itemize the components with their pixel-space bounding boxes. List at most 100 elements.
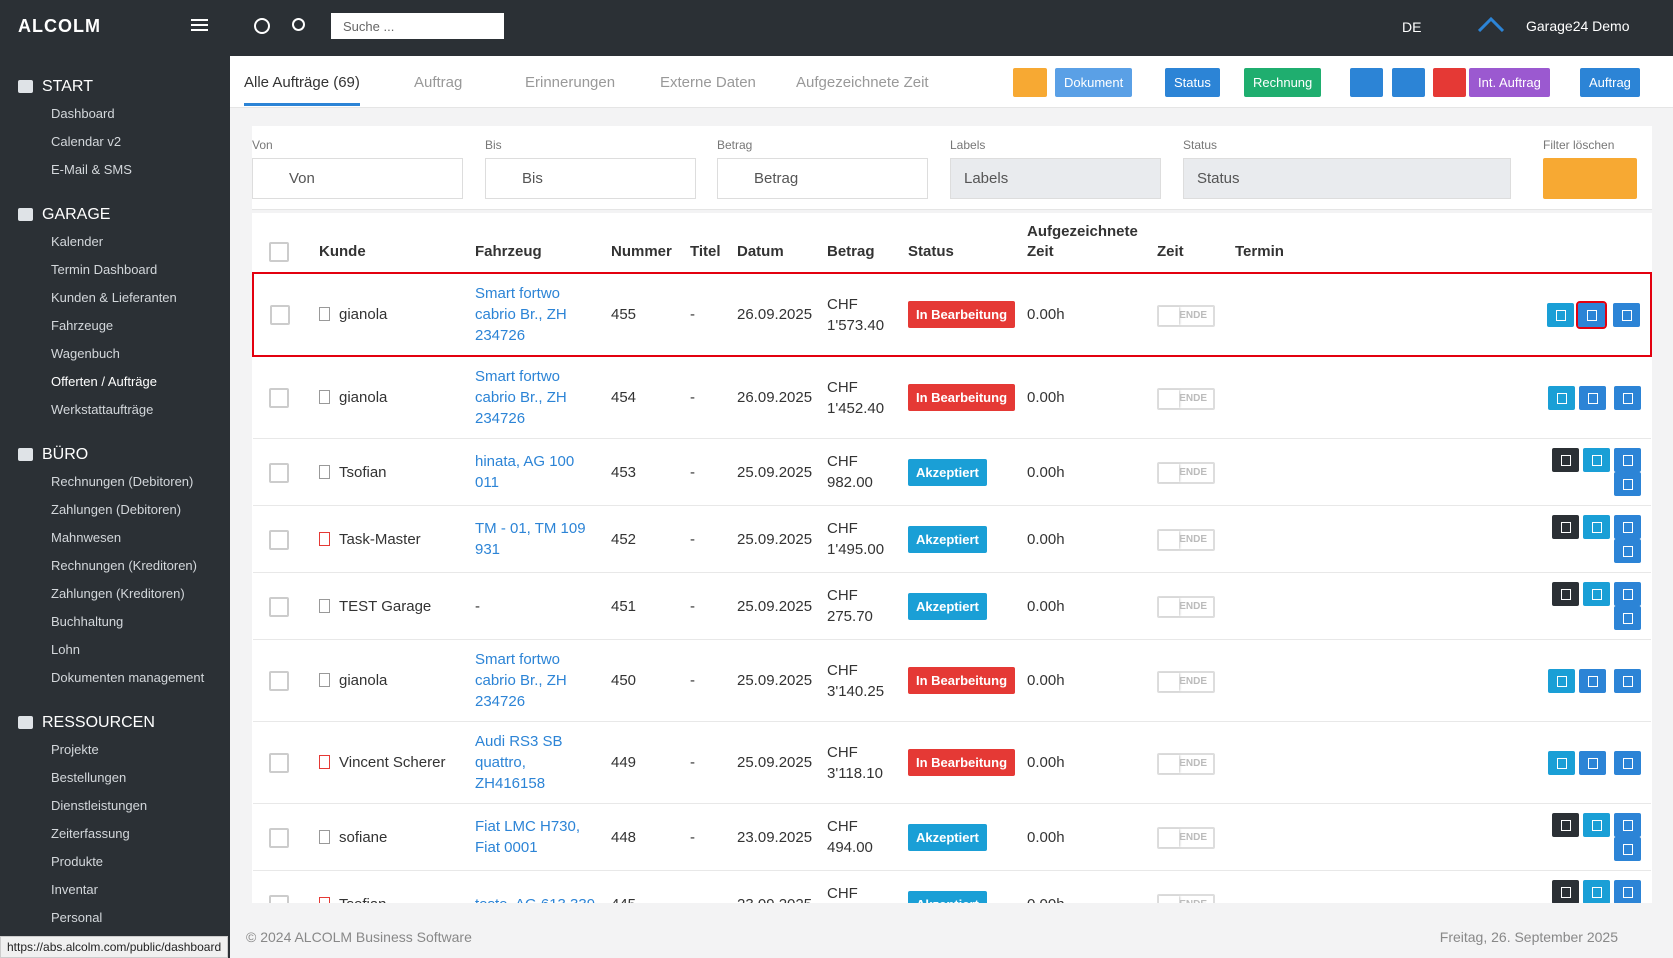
dropdown-button[interactable] <box>1614 606 1641 630</box>
vehicle-link[interactable]: Fiat LMC H730, Fiat 0001 <box>475 818 580 856</box>
nav-item[interactable]: Werkstattaufträge <box>0 396 230 424</box>
settings-icon[interactable] <box>254 18 270 34</box>
time-toggle[interactable]: ENDE <box>1157 388 1215 410</box>
dropdown-button[interactable] <box>1613 303 1640 327</box>
time-toggle[interactable]: ENDE <box>1157 671 1215 693</box>
icon-button[interactable] <box>1350 68 1383 97</box>
time-toggle[interactable]: ENDE <box>1157 753 1215 775</box>
nav-item[interactable]: Calendar v2 <box>0 128 230 156</box>
refresh-button[interactable] <box>1552 880 1579 903</box>
vehicle-link[interactable]: tosto, AG 613 339 <box>475 896 595 904</box>
pdf-button[interactable] <box>1583 448 1610 472</box>
nav-item[interactable]: Fahrzeuge <box>0 312 230 340</box>
edit-button[interactable] <box>1578 303 1605 327</box>
nav-item[interactable]: Bestellungen <box>0 764 230 792</box>
nav-item[interactable]: E-Mail & SMS <box>0 156 230 184</box>
edit-button[interactable] <box>1614 448 1641 472</box>
edit-button[interactable] <box>1579 386 1606 410</box>
row-checkbox[interactable] <box>269 671 289 691</box>
nav-item[interactable]: Dokumenten management <box>0 664 230 692</box>
dropdown-button[interactable] <box>1614 386 1641 410</box>
action-button[interactable]: Auftrag <box>1580 68 1640 97</box>
nav-item[interactable]: Zahlungen (Kreditoren) <box>0 580 230 608</box>
tab[interactable]: Externe Daten <box>660 74 756 91</box>
tab[interactable]: Aufgezeichnete Zeit <box>796 74 929 91</box>
search-input[interactable]: Suche ... <box>331 13 504 39</box>
nav-item[interactable]: Rechnungen (Kreditoren) <box>0 552 230 580</box>
action-button[interactable]: Dokument <box>1055 68 1132 97</box>
time-toggle[interactable]: ENDE <box>1157 894 1215 903</box>
dropdown-button[interactable] <box>1614 751 1641 775</box>
nav-item[interactable]: Dashboard <box>0 100 230 128</box>
tab[interactable]: Auftrag <box>414 74 462 91</box>
edit-button[interactable] <box>1579 751 1606 775</box>
user-menu[interactable]: Garage24 Demo <box>1526 18 1630 34</box>
action-button[interactable]: Status <box>1165 68 1220 97</box>
vehicle-link[interactable]: TM - 01, TM 109 931 <box>475 520 586 558</box>
refresh-button[interactable] <box>1552 582 1579 606</box>
time-toggle[interactable]: ENDE <box>1157 462 1215 484</box>
pdf-button[interactable] <box>1548 751 1575 775</box>
nav-item[interactable]: Zeiterfassung <box>0 820 230 848</box>
edit-button[interactable] <box>1614 813 1641 837</box>
row-checkbox[interactable] <box>269 530 289 550</box>
row-checkbox[interactable] <box>269 828 289 848</box>
filter-input[interactable]: Bis <box>485 158 696 199</box>
icon-button[interactable] <box>1392 68 1425 97</box>
nav-item[interactable]: Buchhaltung <box>0 608 230 636</box>
edit-button[interactable] <box>1614 515 1641 539</box>
time-toggle[interactable]: ENDE <box>1157 305 1215 327</box>
language[interactable]: DE <box>1402 19 1421 35</box>
nav-item[interactable]: Lohn <box>0 636 230 664</box>
filter-input[interactable]: Labels <box>950 158 1161 199</box>
nav-item[interactable]: Kalender <box>0 228 230 256</box>
row-checkbox[interactable] <box>269 597 289 617</box>
refresh-button[interactable] <box>1552 515 1579 539</box>
vehicle-link[interactable]: Audi RS3 SB quattro, ZH416158 <box>475 733 563 792</box>
time-toggle[interactable]: ENDE <box>1157 596 1215 618</box>
vehicle-link[interactable]: Smart fortwo cabrio Br., ZH 234726 <box>475 368 567 427</box>
row-checkbox[interactable] <box>269 753 289 773</box>
vehicle-link[interactable]: Smart fortwo cabrio Br., ZH 234726 <box>475 285 567 344</box>
nav-item[interactable]: Projekte <box>0 736 230 764</box>
nav-item[interactable]: Rechnungen (Debitoren) <box>0 468 230 496</box>
dropdown-button[interactable] <box>1614 837 1641 861</box>
pdf-button[interactable] <box>1583 813 1610 837</box>
nav-item[interactable]: Inventar <box>0 876 230 904</box>
orange-button[interactable] <box>1013 68 1047 97</box>
pdf-button[interactable] <box>1583 515 1610 539</box>
nav-item[interactable]: Zahlungen (Debitoren) <box>0 496 230 524</box>
vehicle-link[interactable]: Smart fortwo cabrio Br., ZH 234726 <box>475 651 567 710</box>
action-button[interactable]: Rechnung <box>1244 68 1321 97</box>
dropdown-button[interactable] <box>1614 472 1641 496</box>
time-toggle[interactable]: ENDE <box>1157 529 1215 551</box>
pdf-button[interactable] <box>1547 303 1574 327</box>
dropdown-button[interactable] <box>1614 669 1641 693</box>
pdf-button[interactable] <box>1583 582 1610 606</box>
filter-clear-button[interactable] <box>1543 158 1637 199</box>
select-all[interactable] <box>269 242 289 262</box>
edit-button[interactable] <box>1614 582 1641 606</box>
tab[interactable]: Alle Aufträge (69) <box>244 74 360 106</box>
row-checkbox[interactable] <box>269 463 289 483</box>
filter-input[interactable]: Von <box>252 158 463 199</box>
refresh-button[interactable] <box>1552 448 1579 472</box>
nav-item[interactable]: Produkte <box>0 848 230 876</box>
dropdown-button[interactable] <box>1614 539 1641 563</box>
icon-button[interactable] <box>1433 68 1466 97</box>
menu-toggle[interactable] <box>191 19 208 31</box>
edit-button[interactable] <box>1614 880 1641 903</box>
nav-item[interactable]: Wagenbuch <box>0 340 230 368</box>
pdf-button[interactable] <box>1548 386 1575 410</box>
search-icon[interactable] <box>292 18 305 31</box>
nav-item[interactable]: Dienstleistungen <box>0 792 230 820</box>
row-checkbox[interactable] <box>269 388 289 408</box>
pdf-button[interactable] <box>1583 880 1610 903</box>
nav-item[interactable]: Mahnwesen <box>0 524 230 552</box>
nav-item[interactable]: Termin Dashboard <box>0 256 230 284</box>
refresh-button[interactable] <box>1552 813 1579 837</box>
tab[interactable]: Erinnerungen <box>525 74 615 91</box>
pdf-button[interactable] <box>1548 669 1575 693</box>
vehicle-link[interactable]: hinata, AG 100 011 <box>475 453 574 491</box>
filter-input[interactable]: Betrag <box>717 158 928 199</box>
